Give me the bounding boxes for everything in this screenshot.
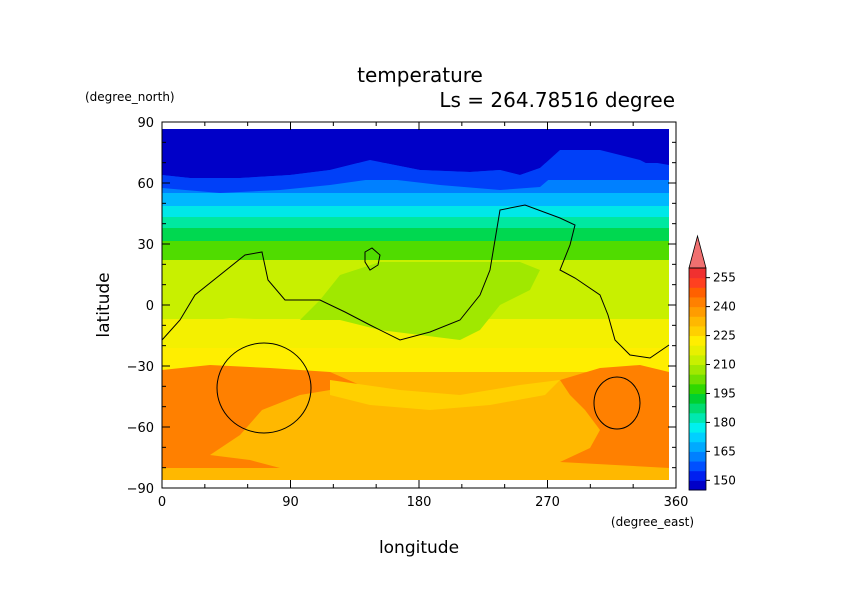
colorbar-label: 210 [713,358,736,372]
colorbar-swatch [689,277,706,288]
colorbar-swatch [689,296,706,308]
colorbar-swatch [689,451,706,462]
colorbar-swatch [689,403,706,414]
colorbar-frame [688,267,707,491]
chart-subtitle: Ls = 264.78516 degree [439,88,675,112]
y-tick-label: −60 [127,421,154,436]
colorbar-swatch [689,412,706,423]
north-polar-wave [162,129,669,178]
contour-continent [162,204,670,359]
colorbar-label: 195 [713,386,736,400]
north-wave-2 [162,150,669,193]
y-tick-label: −90 [127,482,154,497]
y-tick-label: 60 [137,177,154,192]
colorbar-swatch [689,316,706,327]
x-tick-label: 180 [407,495,432,510]
x-tick-label: 270 [535,495,560,510]
chart-title: temperature [357,63,483,87]
colorbar-swatch [689,461,706,472]
plot-area [162,129,670,480]
y-ticks: 90 60 30 0 −30 −60 −90 [127,116,676,497]
x-tick-label: 0 [158,495,166,510]
y-unit-label: (degree_north) [85,90,175,104]
colorbar-swatch [689,345,706,356]
yellow-tropics-west [162,318,340,340]
colorbar-swatch [689,364,706,375]
colorbar-extend-arrow [688,234,707,269]
x-tick-label: 360 [664,495,689,510]
colorbar-label: 255 [713,271,736,285]
colorbar-swatch [689,306,706,317]
colorbar-swatch [689,287,706,298]
y-tick-label: 0 [146,299,154,314]
colorbar-label: 225 [713,329,736,343]
colorbar: 150 165 180 195 210 225 240 255 [688,234,736,491]
band-north-mid-7 [162,241,669,261]
colorbar-swatch [689,422,706,433]
colorbar-swatch [689,383,706,394]
contour-crater-west [216,342,312,434]
x-axis-label: longitude [379,538,459,558]
contour-crater-east [593,376,641,430]
x-ticks: 0 90 180 270 360 [158,122,689,510]
colorbar-swatch [689,441,706,452]
colorbar-swatch [689,374,706,385]
colorbar-label: 150 [713,473,736,487]
band-north-mid-5 [162,217,669,229]
colorbar-label: 240 [713,300,736,314]
colorbar-swatch [689,335,706,346]
colorbar-swatch [689,480,706,491]
band-north-mid-3 [162,193,669,207]
colorbar-swatch [689,470,706,481]
x-tick-label: 90 [282,495,299,510]
yellow-south-mid [330,380,560,410]
colorbar-label: 165 [713,444,736,458]
y-axis-label: latitude [94,272,114,337]
contour-island [364,247,381,271]
y-tick-label: 90 [137,116,154,131]
x-unit-label: (degree_east) [611,515,694,529]
y-tick-label: 30 [137,238,154,253]
colorbar-swatch [689,393,706,404]
colorbar-swatch [689,432,706,443]
orange-south-east [560,365,669,468]
green-plateau [300,262,540,340]
colorbar-swatch [689,268,706,279]
band-north-mid-4 [162,206,669,218]
colorbar-swatch [689,354,706,366]
colorbar-label: 180 [713,415,736,429]
y-tick-label: −30 [127,360,154,375]
colorbar-swatch [689,325,706,337]
band-north-mid-6 [162,228,669,242]
